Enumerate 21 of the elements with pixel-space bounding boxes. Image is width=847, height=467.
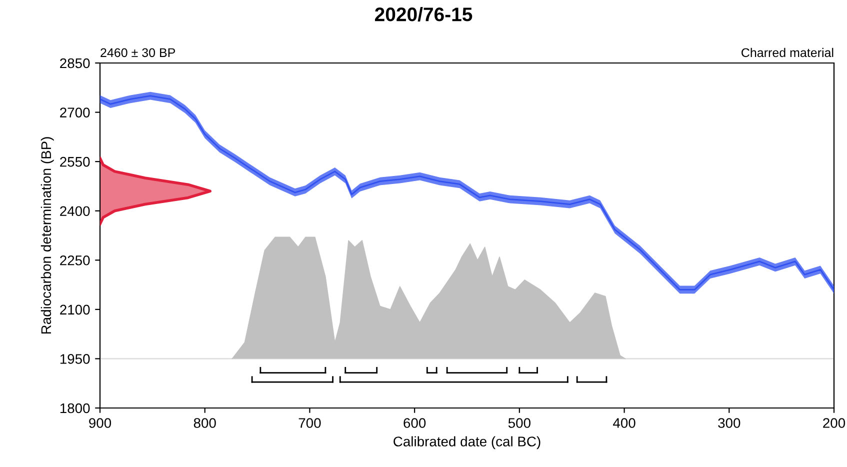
y-tick-label: 2550 bbox=[60, 156, 90, 167]
y-tick-label: 2850 bbox=[60, 58, 90, 68]
y-tick-label: 2400 bbox=[60, 206, 90, 216]
x-tick-label: 300 bbox=[718, 418, 740, 428]
x-tick-label: 400 bbox=[613, 418, 636, 428]
y-tick-label: 1800 bbox=[60, 403, 90, 414]
x-tick-label: 800 bbox=[194, 418, 216, 428]
y-axis-title: Radiocarbon determination (BP) bbox=[40, 137, 54, 334]
chart-title: 2020/76-15 bbox=[374, 7, 472, 22]
y-tick-label: 1950 bbox=[60, 354, 90, 364]
x-tick-label: 700 bbox=[298, 418, 321, 428]
y-tick-label: 2100 bbox=[60, 304, 90, 315]
text: Charred material bbox=[742, 48, 834, 58]
x-tick-label: 200 bbox=[823, 418, 846, 428]
y-tick-label: 2250 bbox=[60, 255, 90, 266]
text: 2460 ± 30 BP bbox=[100, 48, 176, 58]
x-tick-label: 600 bbox=[404, 418, 426, 428]
x-tick-label: 900 bbox=[89, 418, 112, 428]
x-tick-label: 500 bbox=[508, 418, 530, 428]
y-tick-label: 2700 bbox=[60, 108, 90, 118]
x-axis-title: Calibrated date (cal BC) bbox=[394, 436, 540, 450]
